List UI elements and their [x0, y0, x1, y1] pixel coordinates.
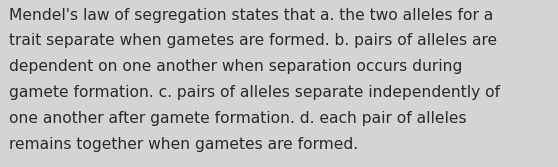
Text: remains together when gametes are formed.: remains together when gametes are formed…: [9, 137, 358, 152]
Text: dependent on one another when separation occurs during: dependent on one another when separation…: [9, 59, 462, 74]
Text: trait separate when gametes are formed. b. pairs of alleles are: trait separate when gametes are formed. …: [9, 33, 497, 48]
Text: Mendel's law of segregation states that a. the two alleles for a: Mendel's law of segregation states that …: [9, 8, 493, 23]
Text: gamete formation. c. pairs of alleles separate independently of: gamete formation. c. pairs of alleles se…: [9, 85, 500, 100]
Text: one another after gamete formation. d. each pair of alleles: one another after gamete formation. d. e…: [9, 111, 466, 126]
